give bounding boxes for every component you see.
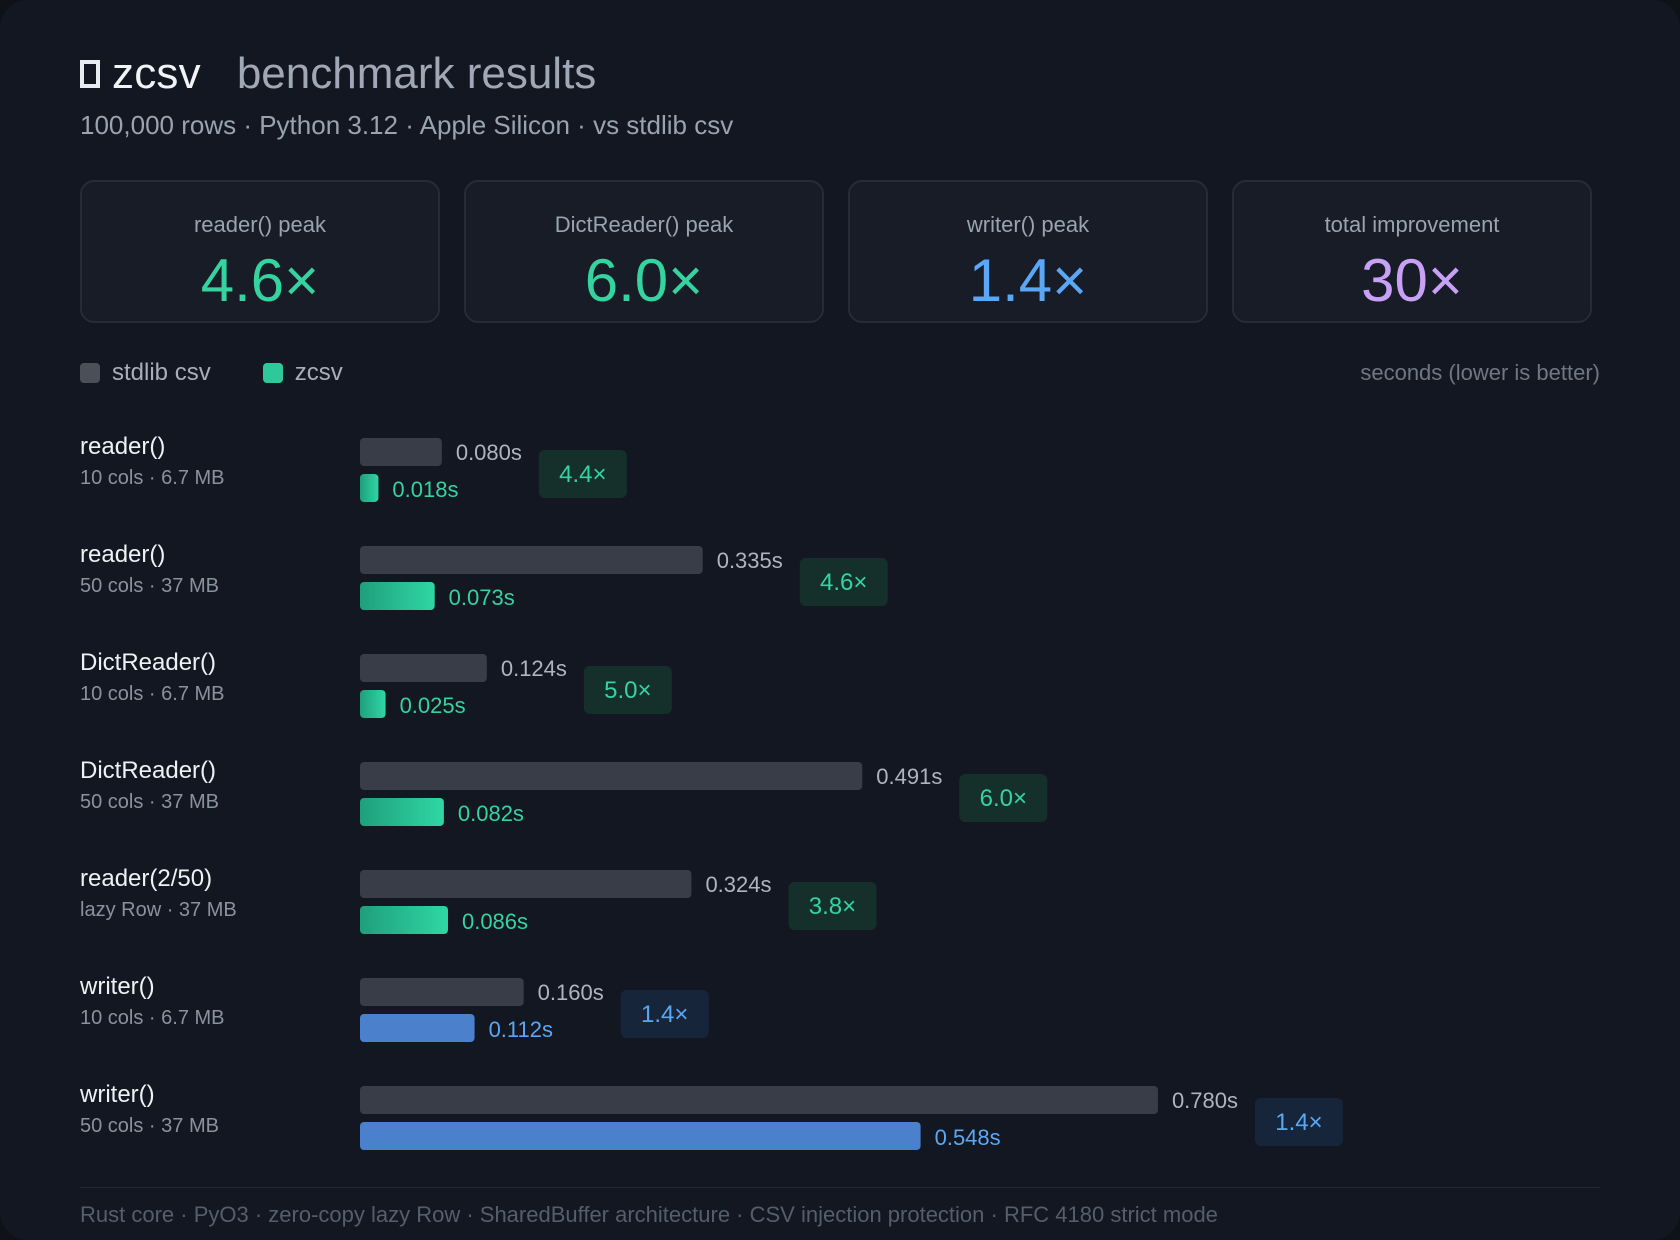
- bar-value-stdlib: 0.335s: [717, 548, 783, 573]
- bar-zcsv: [360, 582, 435, 610]
- page-subtitle: 100,000 rows · Python 3.12 · Apple Silic…: [80, 110, 734, 140]
- row-label: reader() 10 cols · 6.7 MB: [80, 433, 225, 490]
- speedup-badge: [1254, 1098, 1343, 1146]
- title-row: zcsv benchmark results: [80, 44, 596, 104]
- bar-value-zcsv: 0.112s: [489, 1017, 553, 1042]
- bar-zcsv: [360, 1122, 921, 1150]
- stat-card-total: total improvement 30×: [1232, 180, 1592, 323]
- speedup-badge-label: 4.6×: [820, 569, 867, 596]
- stat-label: reader() peak: [193, 212, 327, 237]
- row-label-name: writer(): [80, 973, 155, 1000]
- row-label-detail: 50 cols · 37 MB: [80, 1115, 219, 1137]
- bar-value-zcsv: 0.082s: [458, 801, 524, 826]
- bar-stdlib: [360, 654, 487, 682]
- bar-value-stdlib: 0.080s: [456, 440, 522, 465]
- legend-item-zcsv: zcsv: [262, 359, 343, 387]
- stat-value: 30×: [1361, 247, 1463, 314]
- bar-zcsv: [360, 1014, 475, 1042]
- row-label-name: reader(): [80, 433, 166, 460]
- bar-value-zcsv: 0.025s: [400, 693, 466, 718]
- row-label: writer() 50 cols · 37 MB: [80, 1081, 219, 1138]
- bar-value-zcsv: 0.073s: [449, 585, 515, 610]
- bar-stdlib: [360, 438, 442, 466]
- row-label-detail: 10 cols · 6.7 MB: [80, 683, 225, 705]
- bar-stdlib: [360, 870, 692, 898]
- speedup-badge: [583, 666, 672, 714]
- legend-label: stdlib csv: [112, 359, 211, 386]
- legend-item-stdlib: stdlib csv: [80, 359, 211, 387]
- speedup-badge: [620, 990, 709, 1038]
- bar-zcsv: [360, 798, 444, 826]
- row-label: writer() 10 cols · 6.7 MB: [80, 973, 225, 1030]
- bar-zcsv: [360, 690, 386, 718]
- row-label-detail: 50 cols · 37 MB: [80, 791, 219, 813]
- page-title: benchmark results: [236, 49, 597, 98]
- bar-value-zcsv: 0.018s: [392, 477, 458, 502]
- legend-swatch-zcsv: [262, 363, 283, 383]
- bar-zcsv: [360, 474, 379, 502]
- stat-label: DictReader() peak: [554, 212, 734, 237]
- bar-value-zcsv: 0.548s: [935, 1125, 1001, 1150]
- stat-card-reader: reader() peak 4.6×: [80, 180, 440, 323]
- chart-legend: stdlib csv zcsv: [80, 358, 395, 388]
- bar-zcsv: [360, 906, 448, 934]
- row-label: DictReader() 10 cols · 6.7 MB: [80, 649, 225, 706]
- row-label-name: DictReader(): [80, 757, 217, 784]
- stat-label: total improvement: [1324, 212, 1500, 237]
- row-label-name: DictReader(): [80, 649, 217, 676]
- bar-value-stdlib: 0.124s: [501, 656, 567, 681]
- axis-unit-note: seconds (lower is better): [1360, 360, 1600, 385]
- row-label-detail: lazy Row · 37 MB: [80, 899, 237, 921]
- stat-value: 1.4×: [968, 247, 1088, 314]
- row-label-name: reader(): [80, 541, 166, 568]
- legend-swatch-stdlib: [80, 363, 100, 383]
- legend-label: zcsv: [294, 359, 343, 386]
- row-label-detail: 10 cols · 6.7 MB: [80, 1007, 225, 1029]
- row-label-name: reader(2/50): [80, 865, 213, 892]
- row-label-detail: 10 cols · 6.7 MB: [80, 467, 225, 489]
- row-label: reader(2/50) lazy Row · 37 MB: [80, 865, 237, 922]
- stat-value: 6.0×: [584, 247, 704, 314]
- speedup-badge-label: 3.8×: [809, 893, 856, 920]
- speedup-badge: [538, 450, 627, 498]
- row-label: reader() 50 cols · 37 MB: [80, 541, 219, 598]
- logo-text: zcsv: [112, 49, 201, 98]
- bar-value-stdlib: 0.324s: [705, 872, 771, 897]
- speedup-badge: [788, 882, 877, 930]
- bar-stdlib: [360, 762, 863, 790]
- row-label: DictReader() 50 cols · 37 MB: [80, 757, 219, 814]
- row-label-detail: 50 cols · 37 MB: [80, 575, 219, 597]
- speedup-badge-label: 4.4×: [559, 461, 606, 488]
- stat-card-writer: writer() peak 1.4×: [848, 180, 1208, 323]
- bar-value-zcsv: 0.086s: [462, 909, 528, 934]
- speedup-badge-label: 1.4×: [1275, 1109, 1322, 1136]
- speedup-badge-label: 6.0×: [980, 785, 1027, 812]
- bar-stdlib: [360, 546, 703, 574]
- speedup-badge-label: 1.4×: [641, 1001, 688, 1028]
- speedup-badge-label: 5.0×: [604, 677, 651, 704]
- bar-stdlib: [360, 1086, 1158, 1114]
- bar-value-stdlib: 0.491s: [876, 764, 942, 789]
- bar-value-stdlib: 0.780s: [1172, 1088, 1238, 1113]
- logo-icon: [80, 60, 100, 88]
- bar-stdlib: [360, 978, 524, 1006]
- stat-label: writer() peak: [966, 212, 1090, 237]
- stat-card-dictreader: DictReader() peak 6.0×: [464, 180, 824, 323]
- speedup-badge: [959, 774, 1048, 822]
- bar-value-stdlib: 0.160s: [538, 980, 604, 1005]
- stat-value: 4.6×: [200, 247, 320, 314]
- speedup-badge: [799, 558, 888, 606]
- row-label-name: writer(): [80, 1081, 155, 1108]
- footer-text: Rust core · PyO3 · zero-copy lazy Row · …: [80, 1202, 1218, 1227]
- footer-divider: [80, 1187, 1600, 1188]
